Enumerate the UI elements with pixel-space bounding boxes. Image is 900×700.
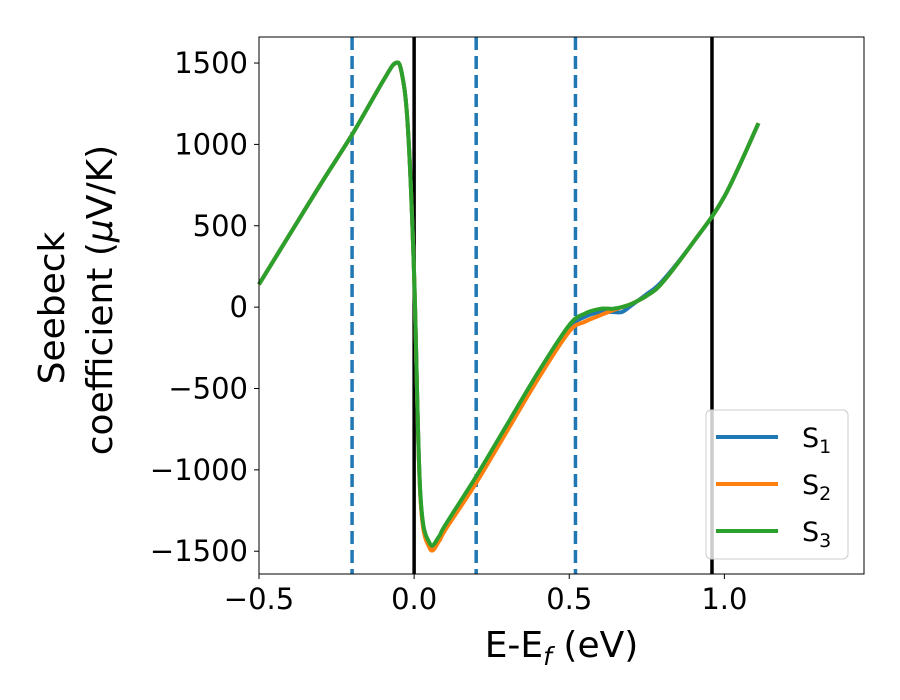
y-axis-label-line1: Seebeck	[32, 231, 73, 384]
legend-label-s2-name: S	[802, 470, 819, 501]
y-tick-label-3: 0	[230, 290, 248, 324]
y-tick-label-1: −1000	[150, 453, 248, 487]
series-line-s3	[257, 60, 761, 548]
x-axis-label-rest: (eV)	[552, 625, 638, 666]
x-tick-label-0: −0.5	[224, 582, 294, 616]
legend-label-s2: S2	[802, 470, 831, 505]
legend-label-s3-sub: 3	[819, 530, 831, 552]
legend-label-s1-name: S	[802, 423, 819, 454]
y-tick-label-5: 1000	[174, 127, 248, 161]
y-axis-label: Seebeck coefficient (μV/K)	[32, 145, 121, 455]
y-axis-label-line2-suffix: V/K)	[80, 145, 121, 219]
legend-label-s3: S3	[802, 517, 831, 552]
y-axis-label-line2: coefficient (μV/K)	[80, 145, 121, 455]
y-tick-label-4: 500	[193, 209, 248, 243]
y-tick-label-6: 1500	[174, 46, 248, 80]
x-axis-label: E-Ef (eV)	[485, 625, 639, 671]
x-tick-label-1: 0.0	[391, 582, 437, 616]
y-axis-label-mu: μ	[80, 219, 121, 243]
legend-label-s2-sub: 2	[819, 483, 831, 505]
series-line-s2	[257, 60, 761, 553]
legend-label-s1: S1	[802, 423, 831, 458]
axis-ticks: −0.5 0.0 0.5 1.0 −1500 −1000 −500 0 500 1000 1500	[150, 46, 748, 616]
plot-frame	[258, 36, 865, 575]
plot-lines	[257, 37, 761, 574]
legend-label-s1-sub: 1	[819, 436, 831, 458]
y-axis-label-line2-prefix: coefficient (	[80, 242, 121, 455]
series-line-s1	[257, 60, 761, 551]
legend-label-s3-name: S	[802, 517, 819, 548]
x-tick-label-2: 0.5	[546, 582, 592, 616]
legend: S1 S2 S3	[705, 409, 849, 560]
x-tick-label-3: 1.0	[701, 582, 747, 616]
y-tick-label-2: −500	[168, 371, 248, 405]
x-axis-label-main: E-E	[485, 625, 543, 666]
y-tick-label-0: −1500	[150, 534, 248, 568]
